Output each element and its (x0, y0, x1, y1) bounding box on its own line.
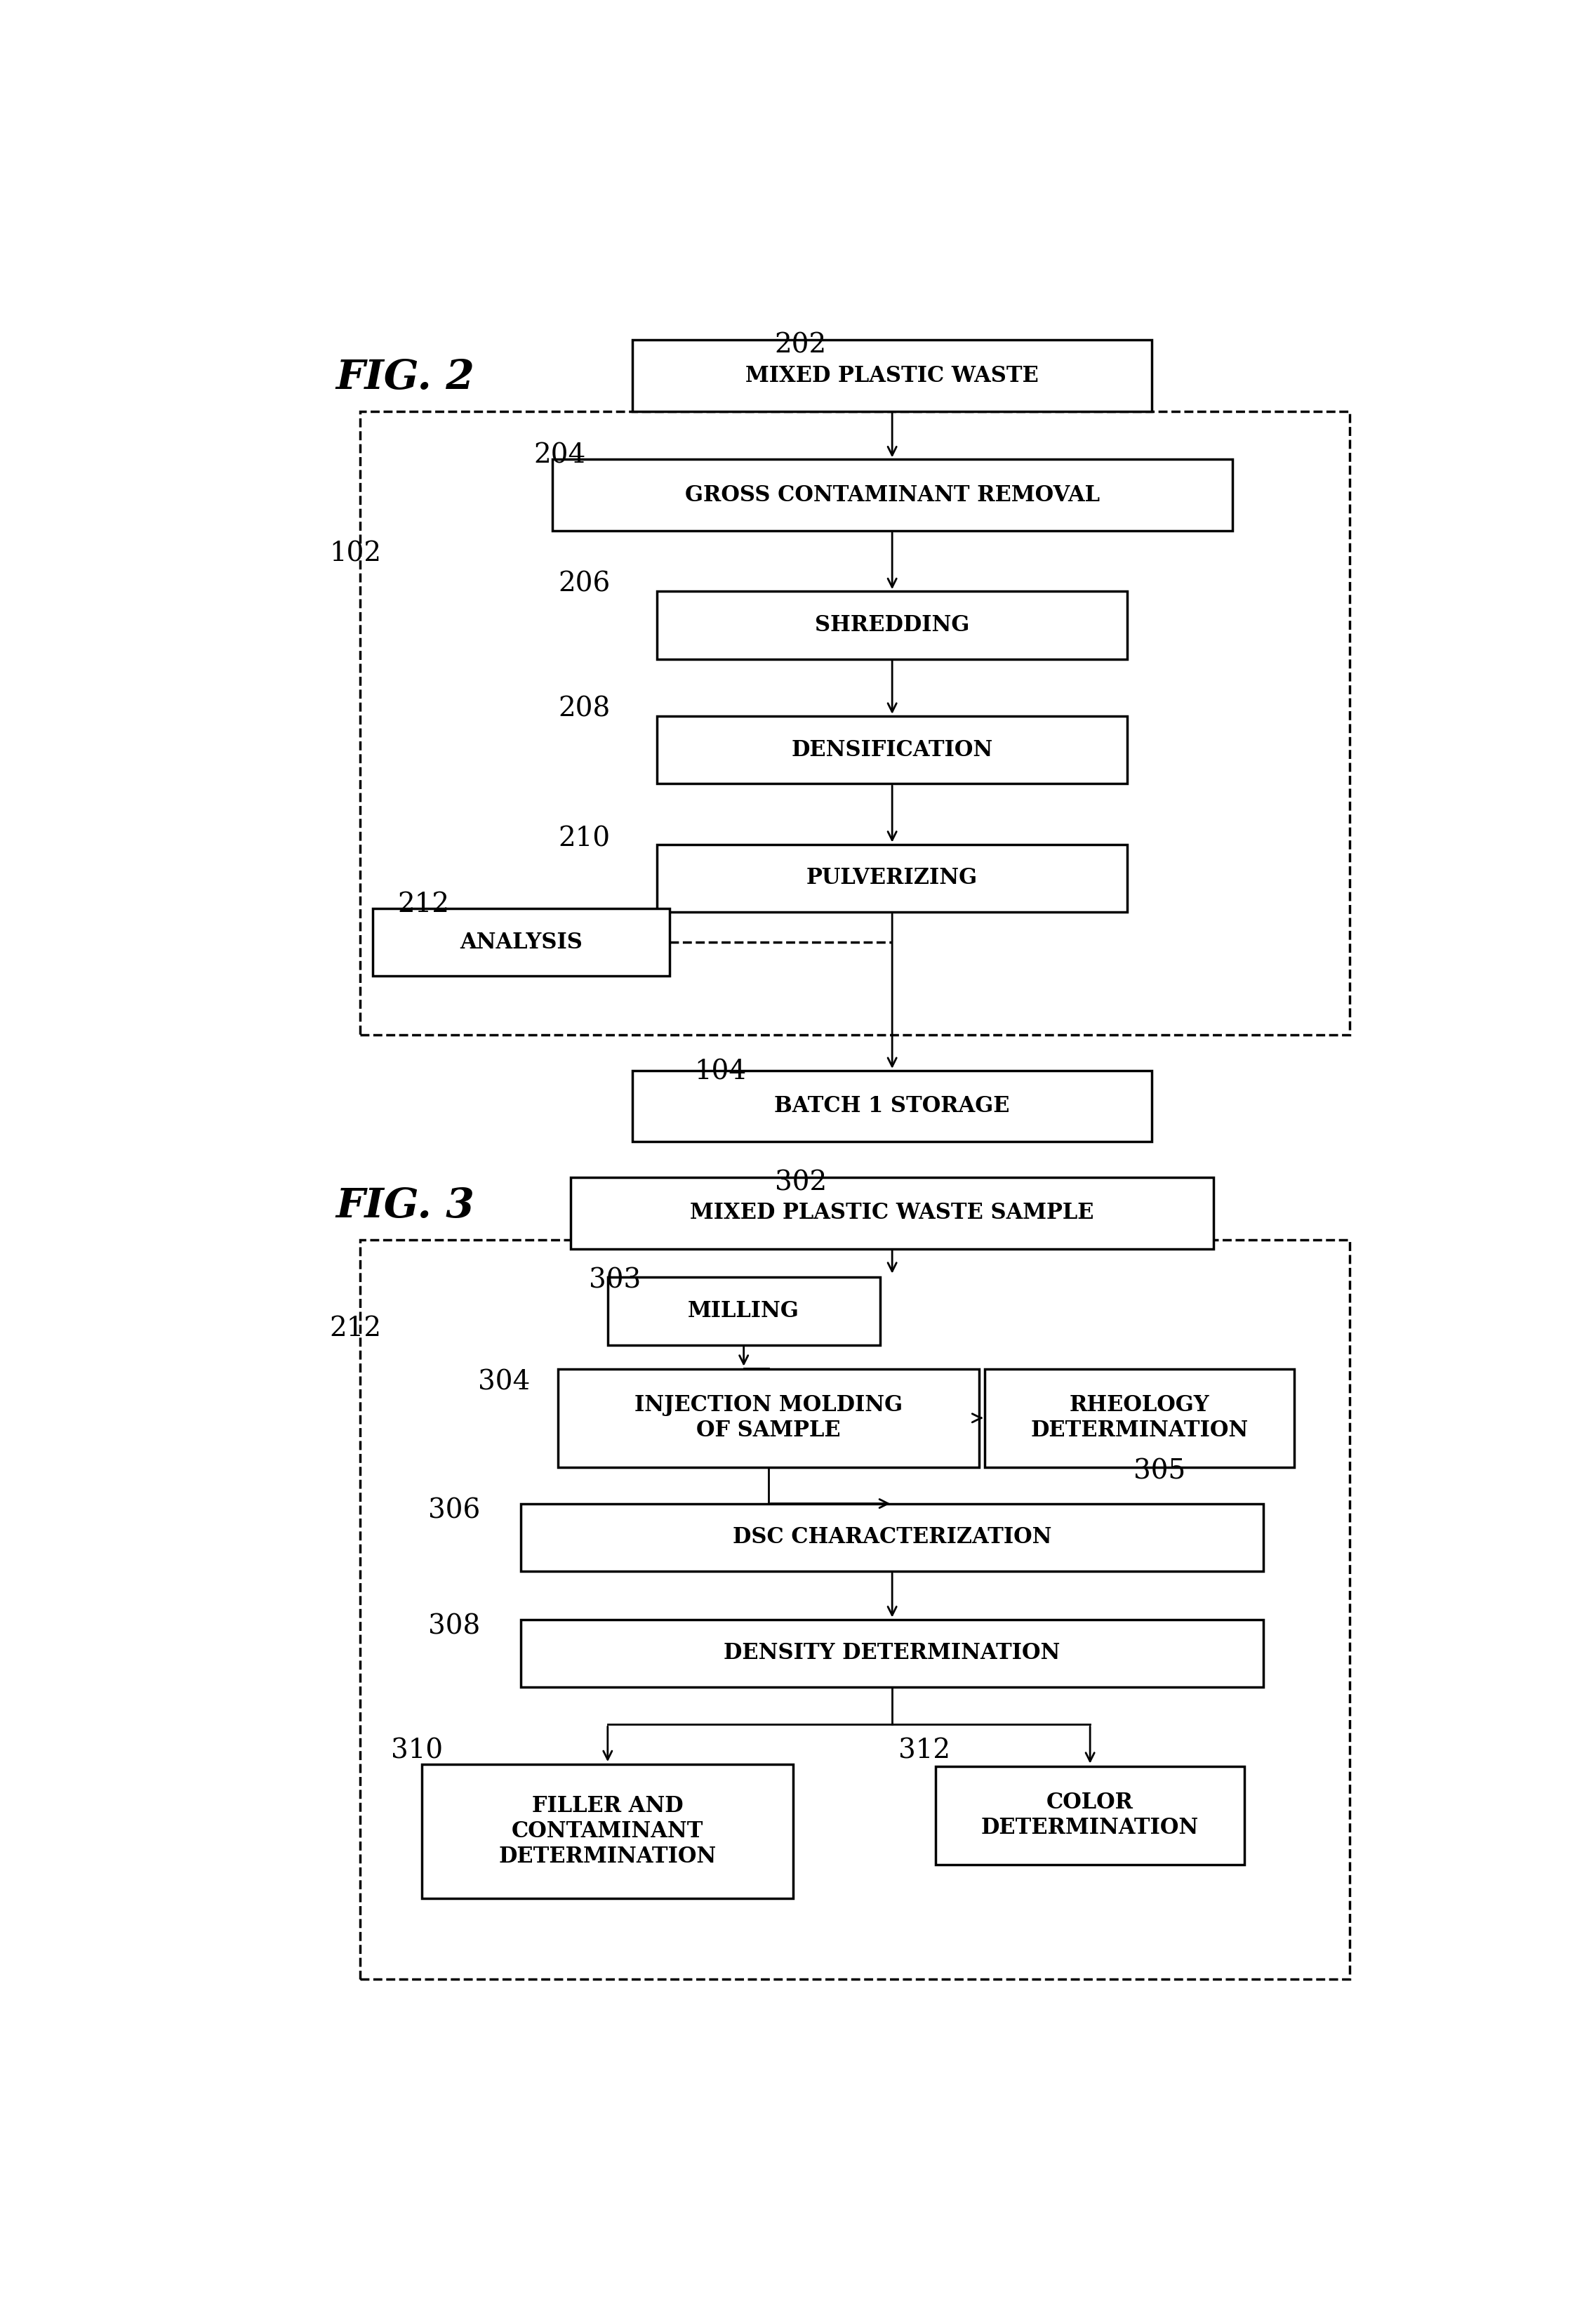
Text: FILLER AND
CONTAMINANT
DETERMINATION: FILLER AND CONTAMINANT DETERMINATION (500, 1796, 717, 1867)
Text: 102: 102 (329, 541, 381, 567)
Text: DSC CHARACTERIZATION: DSC CHARACTERIZATION (733, 1527, 1052, 1548)
Text: 306: 306 (428, 1497, 480, 1523)
Text: 308: 308 (428, 1613, 480, 1641)
Text: MIXED PLASTIC WASTE: MIXED PLASTIC WASTE (745, 366, 1039, 386)
Text: 310: 310 (391, 1738, 444, 1763)
Bar (571, 1178, 1215, 1250)
Bar (658, 845, 1127, 912)
Text: 212: 212 (397, 891, 450, 919)
Text: 303: 303 (589, 1268, 642, 1294)
Text: PULVERIZING: PULVERIZING (806, 868, 978, 889)
Bar (373, 909, 670, 977)
Text: 104: 104 (694, 1060, 747, 1085)
Text: 208: 208 (559, 697, 610, 722)
Bar (423, 1766, 793, 1897)
Bar (552, 460, 1232, 530)
Text: COLOR
DETERMINATION: COLOR DETERMINATION (982, 1791, 1199, 1840)
Text: 302: 302 (774, 1171, 827, 1196)
Bar (985, 1370, 1294, 1467)
Text: ANALYSIS: ANALYSIS (460, 933, 583, 953)
Text: MILLING: MILLING (688, 1300, 800, 1321)
Text: 304: 304 (477, 1370, 530, 1395)
Bar (658, 592, 1127, 659)
Bar (632, 340, 1152, 412)
Bar (608, 1277, 879, 1344)
Text: GROSS CONTAMINANT REMOVAL: GROSS CONTAMINANT REMOVAL (685, 484, 1100, 507)
Bar (522, 1620, 1264, 1687)
Text: RHEOLOGY
DETERMINATION: RHEOLOGY DETERMINATION (1031, 1395, 1248, 1442)
Bar (559, 1370, 978, 1467)
Text: 206: 206 (559, 572, 610, 597)
Text: MIXED PLASTIC WASTE SAMPLE: MIXED PLASTIC WASTE SAMPLE (689, 1203, 1095, 1224)
Bar (658, 715, 1127, 784)
Text: 202: 202 (774, 333, 827, 359)
Text: 305: 305 (1133, 1458, 1186, 1486)
Bar (935, 1766, 1245, 1865)
Text: 204: 204 (533, 442, 586, 470)
Text: 312: 312 (899, 1738, 950, 1763)
Bar (632, 1071, 1152, 1141)
Text: FIG. 3: FIG. 3 (335, 1187, 474, 1226)
Text: 212: 212 (329, 1317, 381, 1342)
Bar (522, 1504, 1264, 1571)
Text: SHREDDING: SHREDDING (816, 613, 969, 636)
Text: INJECTION MOLDING
OF SAMPLE: INJECTION MOLDING OF SAMPLE (634, 1395, 903, 1442)
Bar (361, 1240, 1350, 1978)
Text: 210: 210 (559, 826, 610, 852)
Text: FIG. 2: FIG. 2 (335, 359, 474, 398)
Bar (361, 412, 1350, 1034)
Text: DENSIFICATION: DENSIFICATION (792, 738, 993, 761)
Text: DENSITY DETERMINATION: DENSITY DETERMINATION (725, 1643, 1060, 1664)
Text: BATCH 1 STORAGE: BATCH 1 STORAGE (774, 1095, 1010, 1118)
